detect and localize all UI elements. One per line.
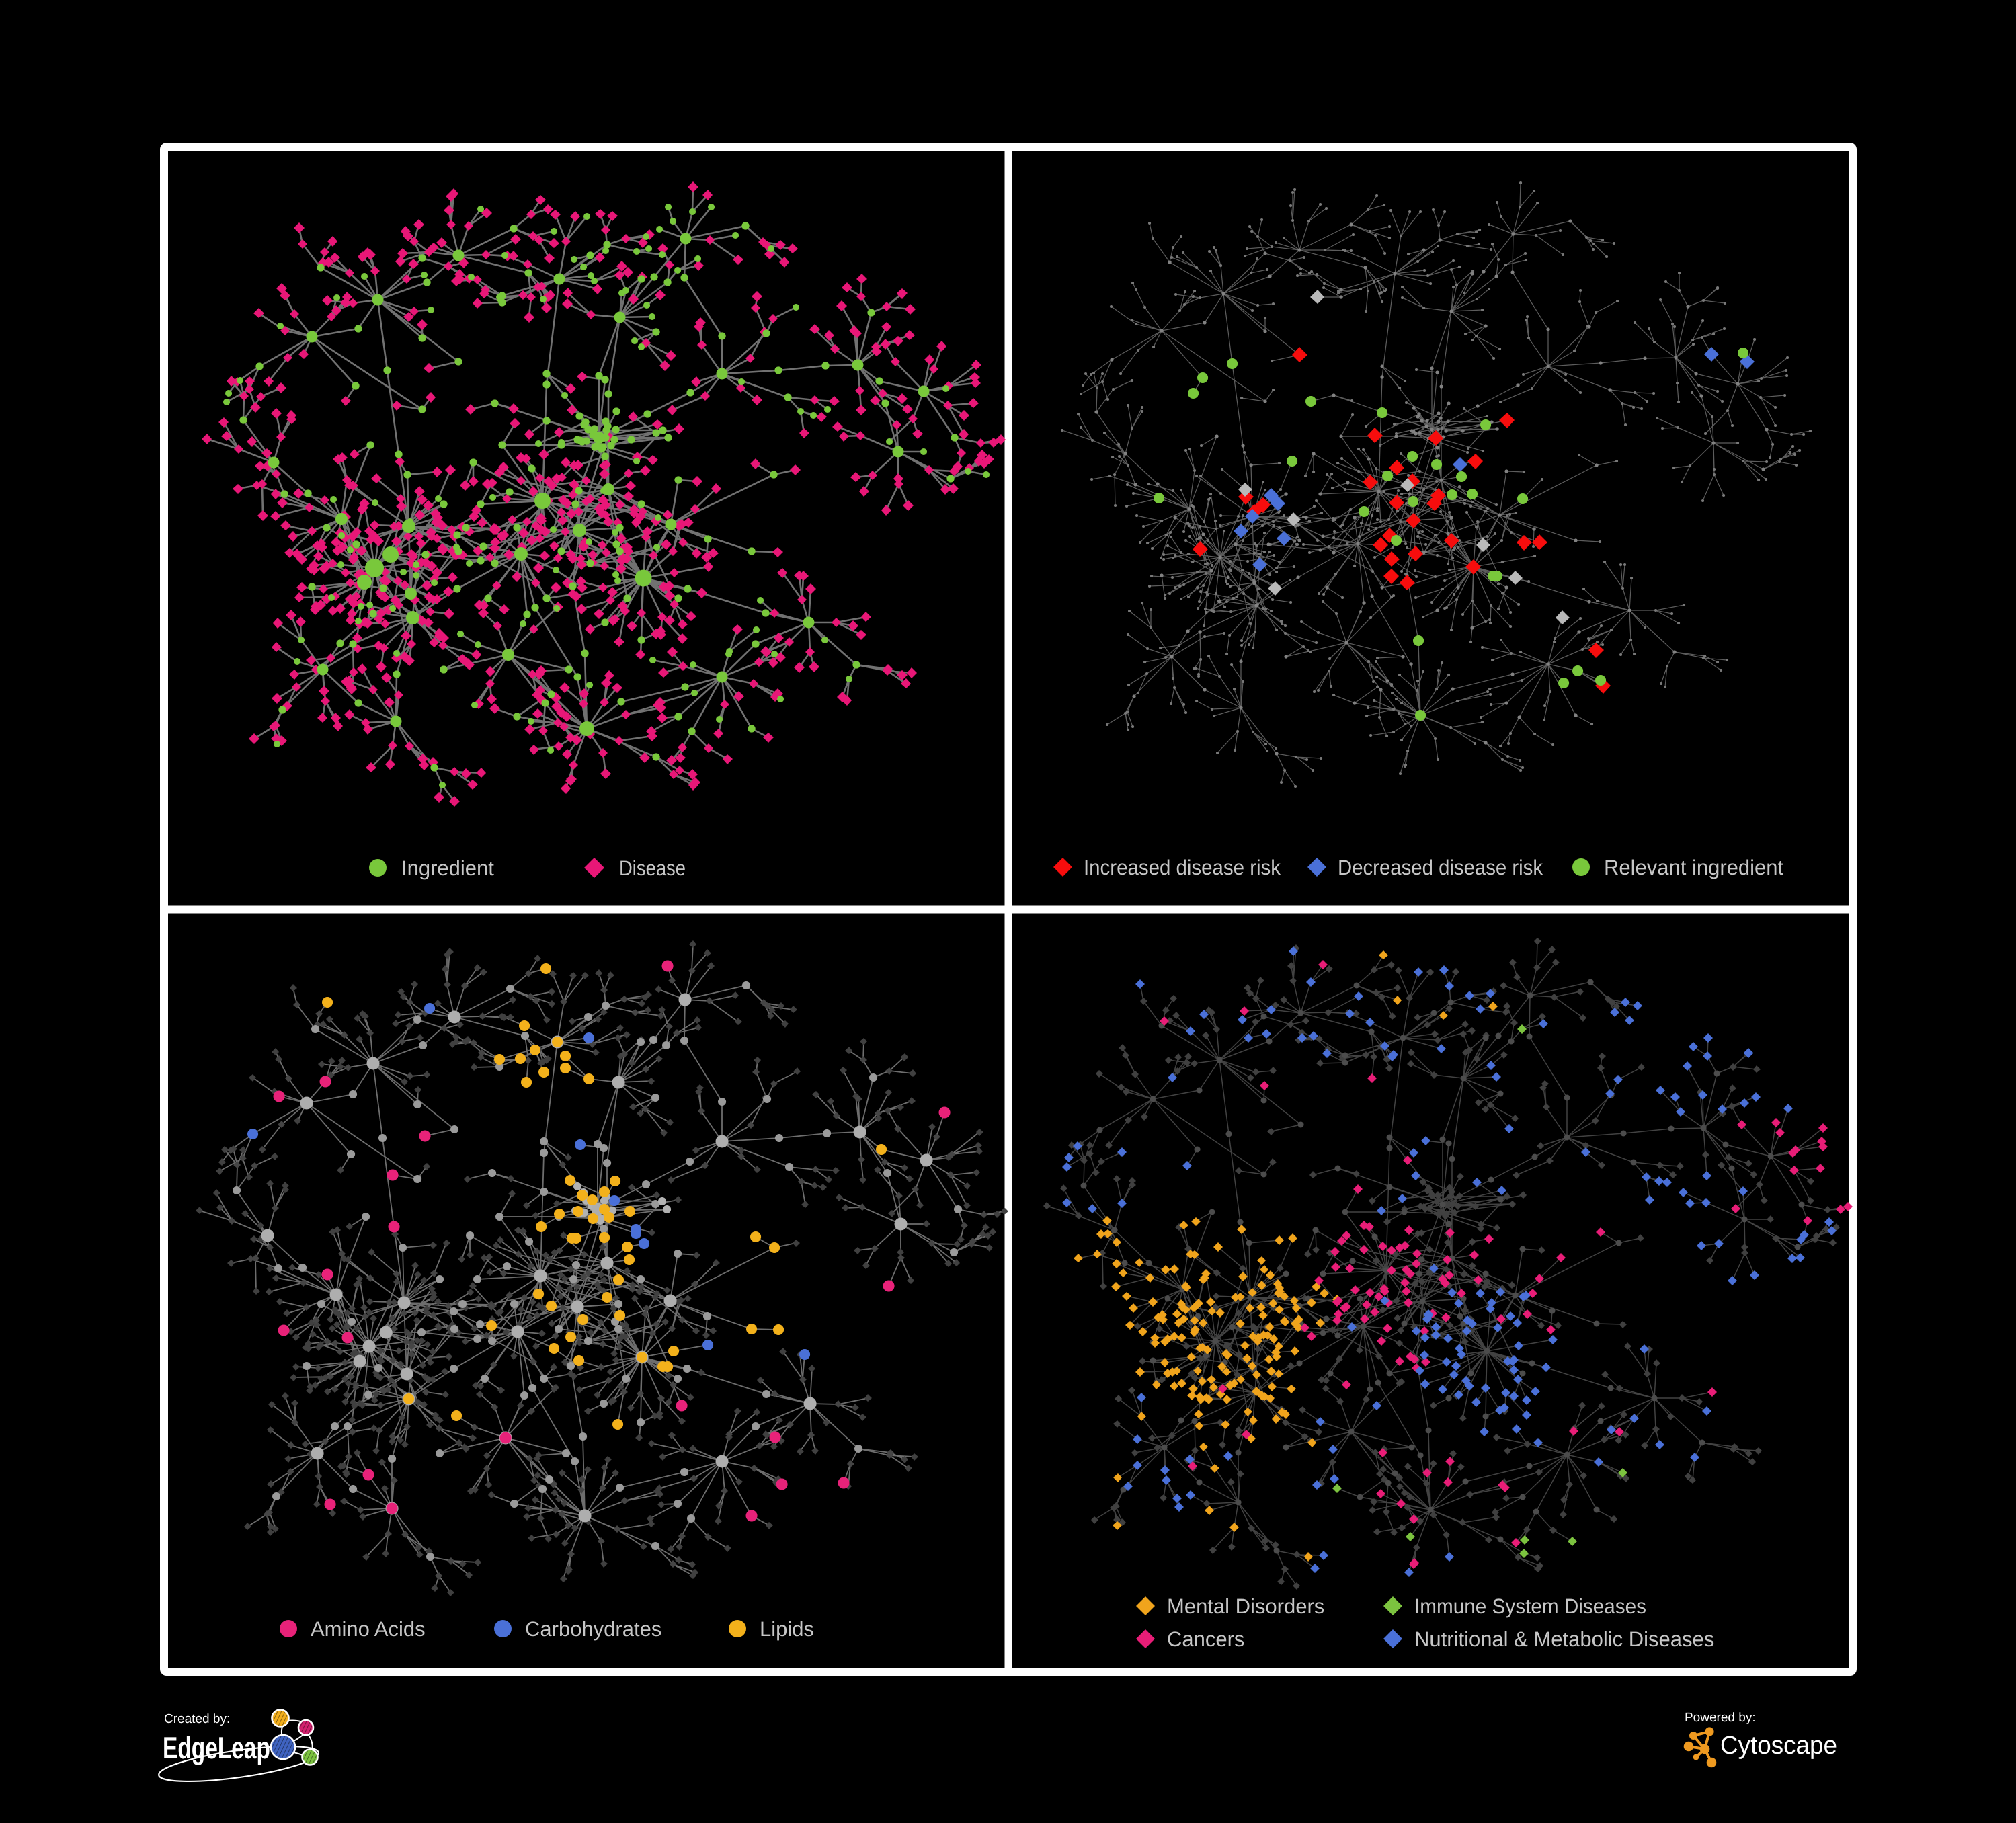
svg-text:Carbohydrates: Carbohydrates (525, 1617, 661, 1641)
svg-text:Nutritional & Metabolic Diseas: Nutritional & Metabolic Diseases (1414, 1627, 1714, 1651)
svg-text:Mental Disorders: Mental Disorders (1167, 1594, 1324, 1618)
svg-text:Ingredient: Ingredient (401, 856, 494, 880)
svg-text:Powered by:: Powered by: (1685, 1711, 1756, 1725)
svg-text:Created by:: Created by: (164, 1712, 230, 1726)
svg-text:Immune System Diseases: Immune System Diseases (1414, 1594, 1646, 1618)
svg-text:Disease: Disease (619, 856, 686, 880)
svg-text:Decreased disease risk: Decreased disease risk (1338, 856, 1543, 879)
svg-text:Cancers: Cancers (1167, 1627, 1244, 1651)
svg-text:Cytoscape: Cytoscape (1720, 1732, 1837, 1760)
svg-text:Relevant ingredient: Relevant ingredient (1604, 856, 1784, 879)
svg-text:EdgeLeap: EdgeLeap (163, 1730, 270, 1765)
svg-text:Lipids: Lipids (760, 1617, 814, 1641)
svg-text:Amino Acids: Amino Acids (311, 1617, 426, 1641)
svg-text:Increased disease risk: Increased disease risk (1084, 856, 1281, 879)
